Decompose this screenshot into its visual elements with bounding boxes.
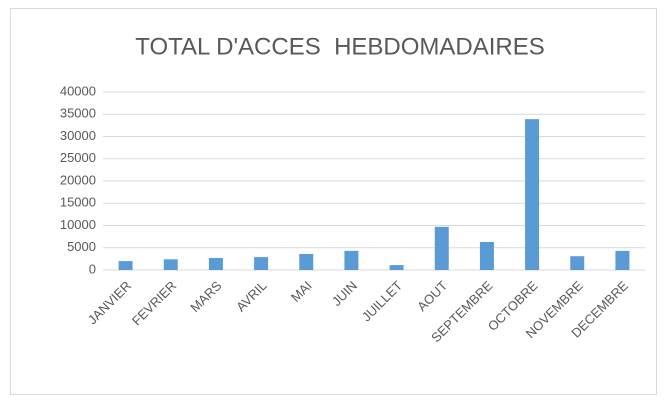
bar	[570, 256, 585, 270]
y-tick-label: 20000	[60, 172, 96, 187]
bar	[434, 226, 449, 270]
y-tick-label: 40000	[60, 83, 96, 98]
y-tick-label: 35000	[60, 106, 96, 121]
y-tick-label: 30000	[60, 128, 96, 143]
y-tick-label: 15000	[60, 195, 96, 210]
bar	[208, 257, 223, 270]
bar	[344, 250, 359, 270]
bar	[479, 241, 494, 270]
bar	[389, 265, 404, 270]
chart-title: TOTAL D'ACCES HEBDOMADAIRES	[135, 33, 545, 60]
chart-border	[10, 8, 657, 395]
bar	[118, 261, 133, 270]
y-tick-label: 0	[89, 261, 96, 276]
y-tick-label: 5000	[67, 239, 96, 254]
bar	[299, 253, 314, 270]
y-tick-label: 25000	[60, 150, 96, 165]
bar	[615, 250, 630, 270]
bar	[163, 259, 178, 270]
y-tick-label: 10000	[60, 217, 96, 232]
bar	[525, 119, 540, 271]
bar	[254, 257, 269, 270]
